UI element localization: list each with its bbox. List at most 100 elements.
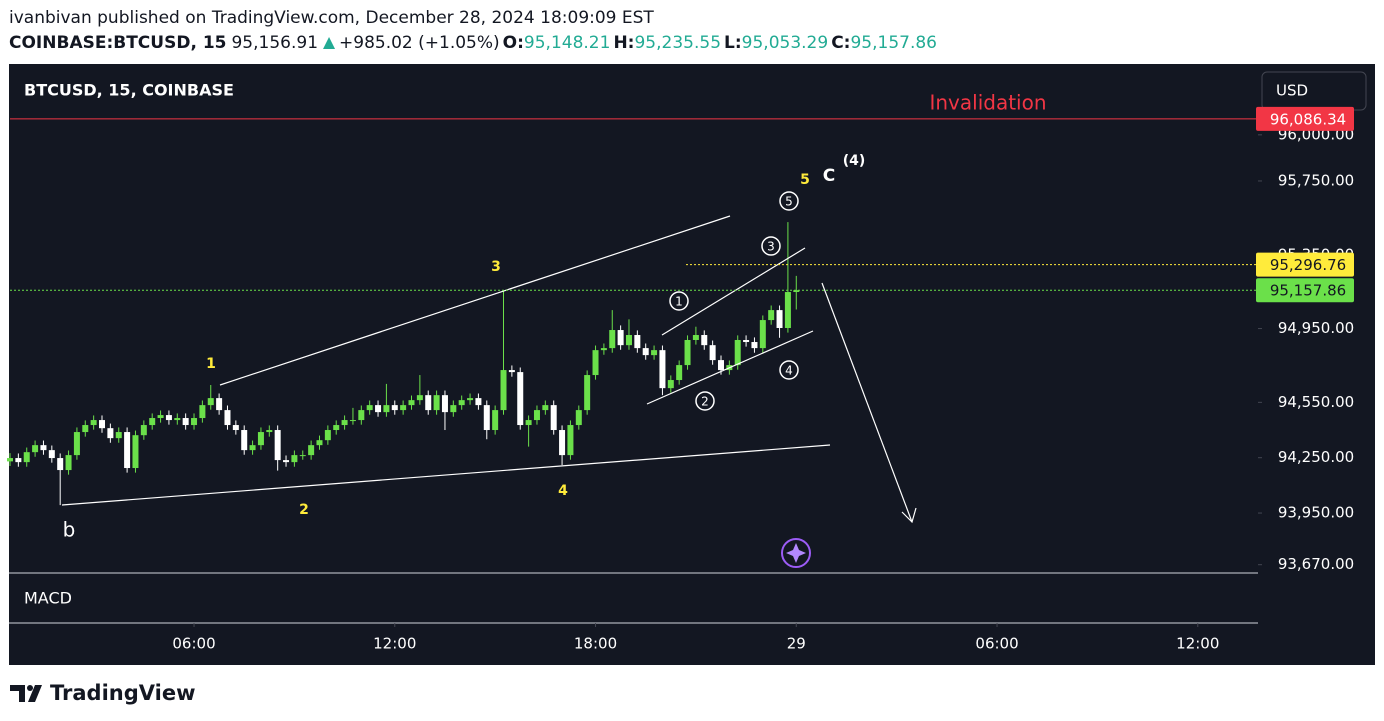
- candle-body: [23, 452, 30, 463]
- x-tick-label: 12:00: [373, 635, 416, 653]
- circled-label: 3: [767, 240, 775, 254]
- candle-body: [617, 330, 624, 346]
- y-tick-label: 93,670.00: [1278, 555, 1354, 573]
- wave-circle: [695, 391, 715, 411]
- candle-body: [458, 400, 465, 406]
- candle-body: [308, 445, 315, 456]
- logo-dot: [27, 685, 33, 691]
- corrective-label: C: [823, 166, 835, 186]
- quote-key: H:: [613, 33, 634, 53]
- candle-body: [48, 450, 55, 459]
- icon-ring[interactable]: [781, 538, 811, 568]
- candle-body: [676, 365, 683, 381]
- wave-label: 3: [491, 259, 501, 275]
- icon-star[interactable]: [786, 543, 806, 563]
- invalidation-label: Invalidation: [929, 91, 1046, 115]
- candle-body: [32, 445, 39, 453]
- corrective-label: (4): [843, 153, 866, 169]
- candle-body: [341, 420, 348, 426]
- wave-circle: [761, 236, 781, 256]
- candle-body: [358, 410, 365, 421]
- up-arrow: [323, 37, 336, 49]
- quote-value: 95,157.86: [850, 33, 937, 53]
- candle-body: [793, 290, 800, 292]
- corrective-label: b: [63, 518, 76, 542]
- trend-line: [219, 215, 731, 386]
- candle-body: [316, 440, 323, 446]
- price-label: 95,296.76: [1270, 256, 1346, 274]
- candle-body: [266, 430, 273, 433]
- currency-label[interactable]: USD: [1276, 82, 1308, 100]
- candle-body: [492, 410, 499, 431]
- candle-body: [475, 398, 482, 406]
- candle-body: [324, 430, 331, 441]
- brand: TradingView: [50, 681, 195, 705]
- ai-icon[interactable]: [781, 538, 811, 568]
- candle-body: [57, 458, 64, 471]
- candle-body: [533, 410, 540, 421]
- candle-body: [115, 432, 122, 439]
- quote-value: 95,148.21: [524, 33, 611, 53]
- candle-body: [550, 405, 557, 431]
- candle-body: [165, 415, 172, 421]
- wave-label: 1: [206, 356, 216, 372]
- candle-body: [283, 460, 290, 463]
- trend-line: [661, 247, 806, 336]
- wave-circle: [779, 360, 799, 380]
- brand-logo: TradingView: [10, 681, 195, 705]
- quote-value: 95,235.55: [634, 33, 721, 53]
- candle-body: [416, 395, 423, 401]
- candle-body: [299, 455, 306, 457]
- candle-body: [441, 395, 448, 413]
- candle-body: [751, 342, 758, 349]
- quote-key: L:: [724, 33, 742, 53]
- candle-body: [584, 375, 591, 411]
- candle-body: [433, 395, 440, 411]
- quote-key: O:: [503, 33, 524, 53]
- candle-body: [132, 435, 139, 469]
- y-tick-label: 94,250.00: [1278, 448, 1354, 466]
- candle-body: [768, 310, 775, 321]
- y-tick-label: 94,550.00: [1278, 393, 1354, 411]
- quote-value: 95,053.29: [742, 33, 829, 53]
- y-tick-label: 94,950.00: [1278, 319, 1354, 337]
- symbol: COINBASE:BTCUSD, 15: [9, 33, 226, 53]
- candle-body: [207, 398, 214, 406]
- wave-circle: [779, 191, 799, 211]
- candle-body: [191, 418, 198, 426]
- candle-body: [182, 418, 189, 426]
- candle-body: [651, 350, 658, 356]
- candle-body: [73, 432, 80, 456]
- arrow-head: [901, 507, 917, 524]
- last-price: 95,156.91: [231, 33, 318, 53]
- circled-label: 5: [785, 195, 793, 209]
- byline: ivanbivan published on TradingView.com, …: [9, 8, 654, 28]
- trend-line: [646, 330, 814, 405]
- circled-label: 2: [701, 395, 709, 409]
- candle-body: [15, 458, 22, 463]
- candle-body: [257, 432, 264, 446]
- candle-body: [701, 335, 708, 346]
- price-label-box: [1256, 278, 1354, 303]
- wave-label: 5: [800, 172, 810, 188]
- candle-body: [40, 445, 47, 451]
- candle-body: [500, 370, 507, 411]
- candle-body: [467, 398, 474, 401]
- logo-mark: [10, 685, 42, 702]
- candle-body: [375, 405, 382, 413]
- candle-body: [575, 410, 582, 426]
- candle-body: [450, 405, 457, 413]
- candle-body: [408, 400, 415, 406]
- candle-body: [90, 420, 97, 426]
- candle-body: [692, 335, 699, 340]
- candle-body: [559, 430, 566, 456]
- quote-line: COINBASE:BTCUSD, 15 95,156.91 +985.02 (+1.…: [9, 33, 937, 53]
- candle-body: [232, 425, 239, 431]
- pane-label: MACD: [24, 589, 72, 608]
- change: +985.02 (+1.05%): [339, 33, 500, 53]
- candle-body: [241, 430, 248, 451]
- trend-line: [61, 444, 831, 506]
- candle-body: [333, 425, 340, 431]
- candle-body: [525, 420, 532, 426]
- wave-label: 4: [558, 483, 568, 499]
